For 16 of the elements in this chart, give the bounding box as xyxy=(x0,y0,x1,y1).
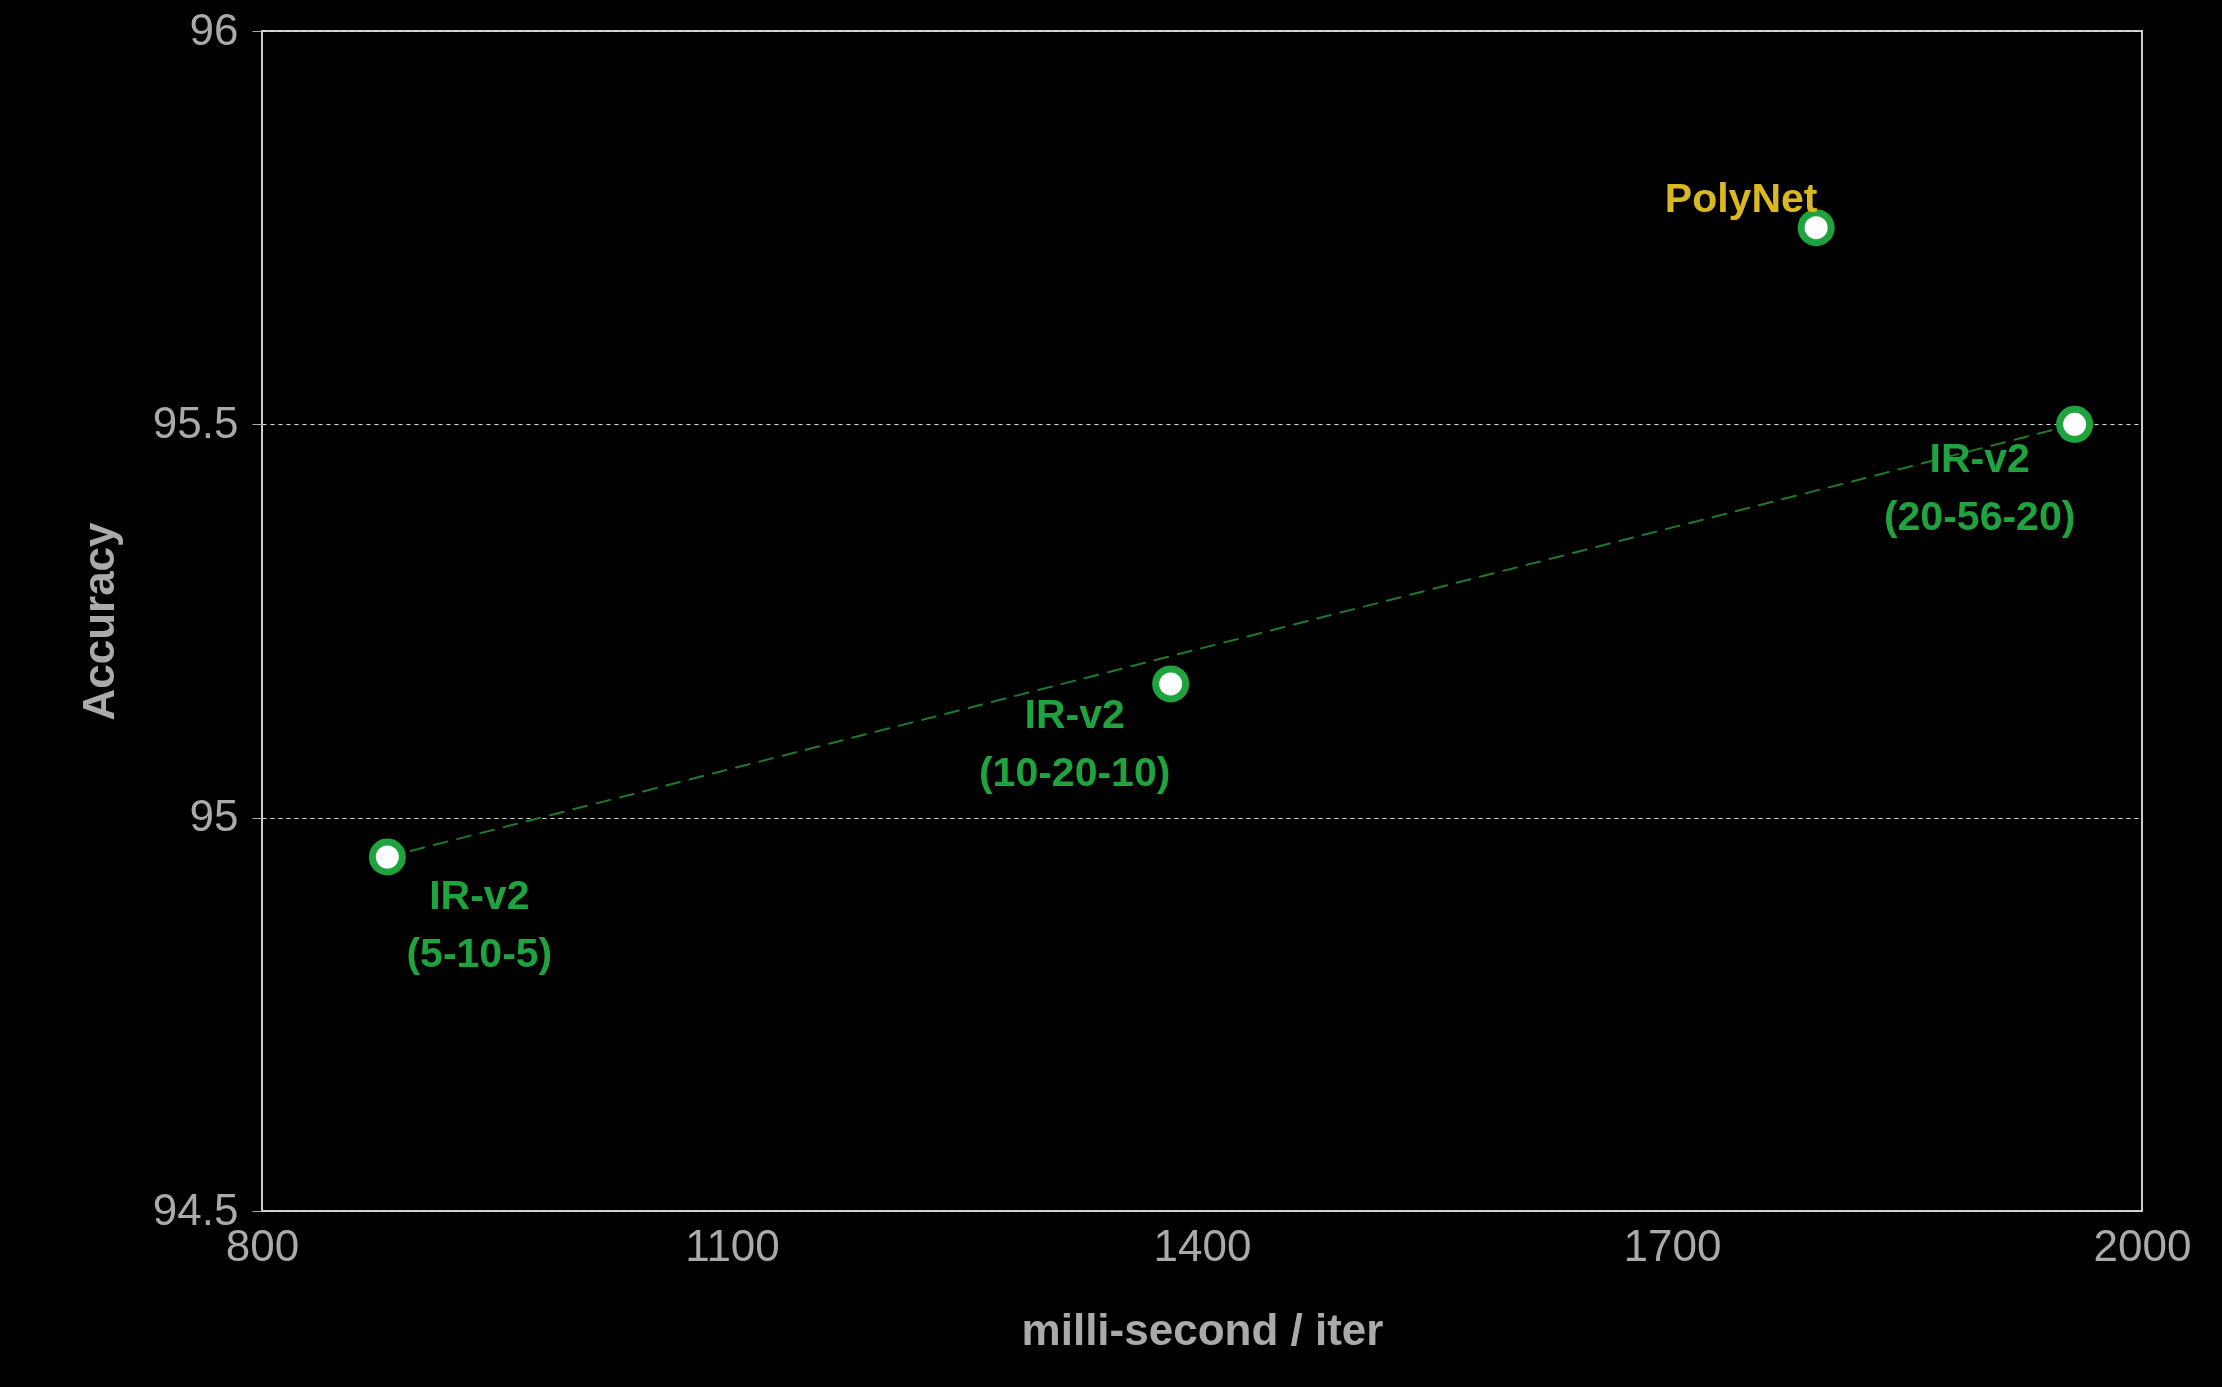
y-axis-title: Accuracy xyxy=(73,521,123,721)
annotation: IR-v2 (20-56-20) xyxy=(1883,435,2076,540)
point xyxy=(1152,665,1190,703)
y-tick-label: 95 xyxy=(189,791,239,841)
point xyxy=(368,838,406,876)
x-axis-title: milli-second / iter xyxy=(1021,1304,1384,1354)
y-tick-label: 95.5 xyxy=(152,397,239,447)
y-tick-label: 96 xyxy=(189,4,239,54)
point xyxy=(2056,405,2094,443)
x-tick-label: 1400 xyxy=(1153,1220,1252,1270)
annotation: PolyNet xyxy=(1664,174,1818,221)
x-tick-label: 1100 xyxy=(685,1220,780,1270)
annotation: IR-v2 (5-10-5) xyxy=(406,872,553,976)
x-tick-label: 1700 xyxy=(1623,1220,1722,1270)
annotation: IR-v2 (10-20-10) xyxy=(978,690,1171,795)
x-tick-label: 2000 xyxy=(2093,1220,2192,1270)
